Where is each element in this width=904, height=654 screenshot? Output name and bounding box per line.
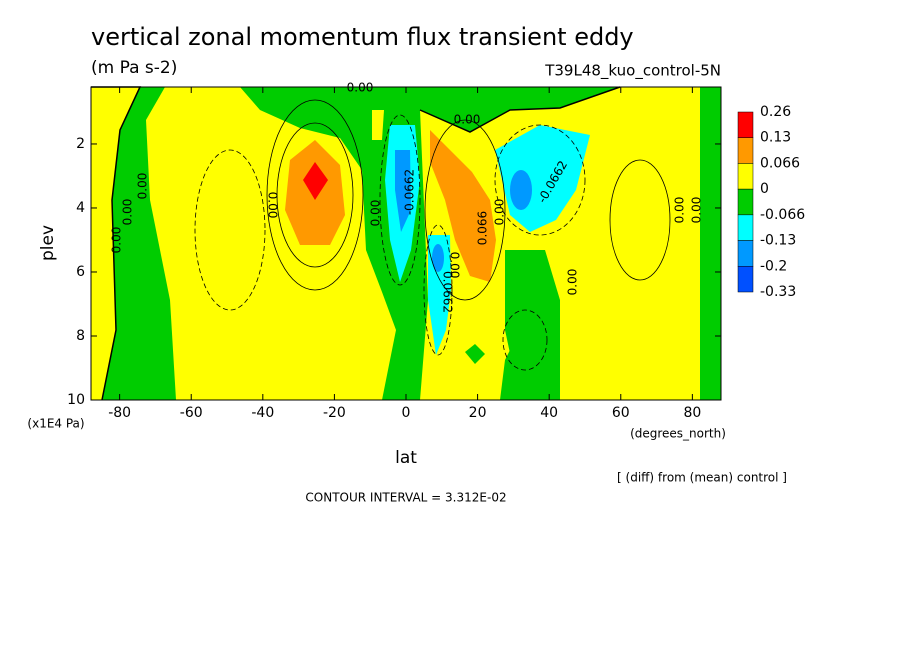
fill-green xyxy=(465,344,485,364)
contour-label: 0.00 xyxy=(673,197,687,224)
contour-label: 0.00 xyxy=(266,192,280,219)
colorbar-label: -0.2 xyxy=(760,258,787,274)
colorbar-box xyxy=(737,266,754,293)
x-tick-label: -60 xyxy=(180,405,203,421)
chart-title: vertical zonal momentum flux transient e… xyxy=(91,23,634,51)
contour-label: 0.00 xyxy=(121,199,135,226)
y-axis-units: (x1E4 Pa) xyxy=(27,417,84,431)
x-axis-label: lat xyxy=(395,448,417,468)
colorbar-box xyxy=(737,214,754,241)
run-label: T39L48_kuo_control-5N xyxy=(544,62,721,81)
fill-yellow xyxy=(372,110,384,140)
x-tick-label: 0 xyxy=(402,405,411,421)
chart-subtitle: (m Pa s-2) xyxy=(91,58,177,78)
contour-label: 0.00 xyxy=(690,197,704,224)
y-tick-label: 8 xyxy=(76,328,85,344)
x-tick-label: -20 xyxy=(323,405,346,421)
x-tick-label: 80 xyxy=(683,405,701,421)
contour-label: -0.0662 xyxy=(403,169,417,215)
fill-red xyxy=(303,162,328,200)
contour-lines-negative xyxy=(194,114,586,371)
colorbar-box xyxy=(737,137,754,164)
colorbar-label: 0.066 xyxy=(760,155,800,171)
x-tick-label: 40 xyxy=(540,405,558,421)
colorbar-box xyxy=(737,240,754,267)
y-axis-label: plev xyxy=(38,225,58,261)
x-tick-label: 20 xyxy=(469,405,487,421)
contour-label: 0.00 xyxy=(110,227,124,254)
colorbar-label: 0.13 xyxy=(760,130,791,146)
contour-label: 0.00 xyxy=(493,199,507,226)
colorbar-label: 0 xyxy=(760,181,769,197)
contour-lines xyxy=(91,86,671,401)
y-tick-label: 10 xyxy=(67,392,85,408)
contour-label: 0.00 xyxy=(369,200,383,227)
x-axis-units: (degrees_north) xyxy=(630,427,726,441)
fill-yellow xyxy=(420,87,700,400)
fill-green xyxy=(505,250,560,400)
x-tick-label: -40 xyxy=(251,405,274,421)
x-tick-label: -80 xyxy=(108,405,131,421)
x-tick-label: 60 xyxy=(612,405,630,421)
diff-note: [ (diff) from (mean) control ] xyxy=(617,471,787,485)
colorbar-box xyxy=(737,111,754,138)
contour-label: 0.00 xyxy=(136,173,150,200)
colorbar-box xyxy=(737,163,754,190)
contour-label: 0.00 xyxy=(347,81,374,95)
contour-label: 0.066 xyxy=(476,211,490,245)
fill-blue xyxy=(395,150,411,232)
fill-blue xyxy=(510,170,532,210)
colorbar-label: -0.33 xyxy=(760,284,796,300)
y-tick-label: 4 xyxy=(76,200,85,216)
y-tick-label: 6 xyxy=(76,264,85,280)
contour-label: 0.00 xyxy=(566,269,580,296)
colorbar-label: -0.066 xyxy=(760,207,805,223)
colorbar-label: -0.13 xyxy=(760,233,796,249)
fill-orange xyxy=(430,130,496,282)
fill-yellow xyxy=(91,87,140,400)
colorbar-label: 0.26 xyxy=(760,104,791,120)
y-tick-label: 2 xyxy=(76,136,85,152)
contour-label: 0.0662 xyxy=(441,271,455,313)
contour-interval: CONTOUR INTERVAL = 3.312E-02 xyxy=(305,491,506,505)
contour-label: 0.00 xyxy=(448,252,462,279)
colorbar-box xyxy=(737,188,754,216)
fill-blue xyxy=(432,244,444,272)
contour-label: 0.00 xyxy=(454,113,481,127)
plot-fill xyxy=(91,86,721,401)
